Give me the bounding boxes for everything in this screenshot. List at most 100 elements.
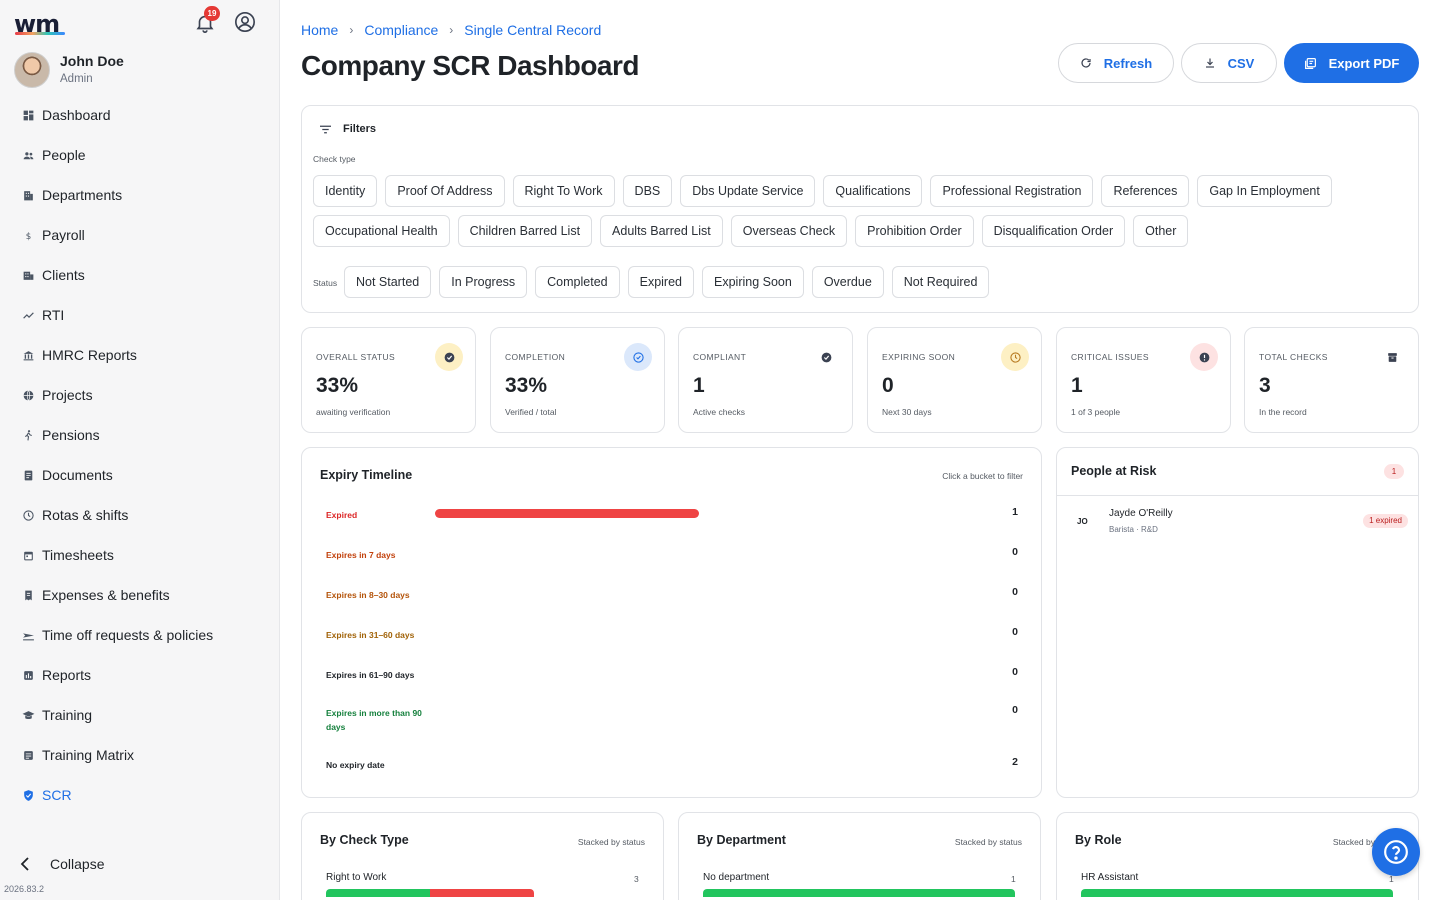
check-circle-icon xyxy=(624,343,652,371)
sidebar-item-hmrc-reports[interactable]: HMRC Reports xyxy=(0,335,279,375)
check-type-chip-references[interactable]: References xyxy=(1101,175,1190,207)
expiry-bucket[interactable]: Expires in 8–30 days 0 xyxy=(326,586,1018,618)
breakdown-row-label[interactable]: No department xyxy=(703,872,770,883)
sidebar-item-training[interactable]: Training xyxy=(0,695,279,735)
stat-card-compliant[interactable]: COMPLIANT 1 Active checks xyxy=(678,327,853,433)
account-icon[interactable] xyxy=(234,11,256,33)
status-chip-not-started[interactable]: Not Started xyxy=(344,266,432,298)
breakdown-hint: Stacked by status xyxy=(577,837,645,847)
breadcrumb-home[interactable]: Home xyxy=(301,22,339,38)
breakdown-row-label[interactable]: HR Assistant xyxy=(1081,872,1139,883)
sidebar-item-scr[interactable]: SCR xyxy=(0,775,279,815)
sidebar-item-time-off-requests-policies[interactable]: Time off requests & policies xyxy=(0,615,279,655)
check-type-chip-disqualification-order[interactable]: Disqualification Order xyxy=(981,215,1126,247)
archive-icon xyxy=(1378,343,1406,371)
sidebar-item-people[interactable]: People xyxy=(0,135,279,175)
breakdown-title: By Check Type xyxy=(320,833,409,847)
breakdown-title: By Role xyxy=(1075,833,1122,847)
user-role: Admin xyxy=(60,73,93,85)
app-version: 2026.83.2 xyxy=(4,884,45,894)
stacked-bar[interactable] xyxy=(703,889,1015,897)
status-chip-completed[interactable]: Completed xyxy=(535,266,620,298)
help-button[interactable] xyxy=(1372,828,1420,876)
status-chip-in-progress[interactable]: In Progress xyxy=(439,266,528,298)
breakdown-row-count: 1 xyxy=(1011,874,1016,884)
status-chip-expired[interactable]: Expired xyxy=(627,266,694,298)
expiry-bucket[interactable]: Expires in 7 days 0 xyxy=(326,546,1018,578)
sidebar-item-label: Projects xyxy=(42,387,93,403)
check-type-label: Check type xyxy=(313,154,356,164)
check-type-chip-other[interactable]: Other xyxy=(1133,215,1189,247)
stacked-bar[interactable] xyxy=(326,889,534,897)
stat-label: COMPLETION xyxy=(505,352,566,362)
check-type-chip-proof-of-address[interactable]: Proof Of Address xyxy=(385,175,505,207)
sidebar-item-label: People xyxy=(42,147,86,163)
refresh-label: Refresh xyxy=(1103,55,1153,71)
sidebar-item-projects[interactable]: Projects xyxy=(0,375,279,415)
check-type-chip-gap-in-employment[interactable]: Gap In Employment xyxy=(1197,175,1332,207)
refresh-button[interactable]: Refresh xyxy=(1058,43,1174,83)
sidebar-item-rti[interactable]: RTI xyxy=(0,295,279,335)
bucket-bar xyxy=(435,509,699,518)
expiry-bucket[interactable]: No expiry date 2 xyxy=(326,756,1018,788)
check-type-chip-prohibition-order[interactable]: Prohibition Order xyxy=(855,215,974,247)
breakdown-row-label[interactable]: Right to Work xyxy=(326,872,387,883)
check-type-chip-professional-registration[interactable]: Professional Registration xyxy=(930,175,1094,207)
status-chip-expiring-soon[interactable]: Expiring Soon xyxy=(702,266,804,298)
export-pdf-button[interactable]: Export PDF xyxy=(1284,43,1419,83)
check-type-chip-right-to-work[interactable]: Right To Work xyxy=(512,175,615,207)
check-badge-icon xyxy=(435,343,463,371)
building-icon xyxy=(20,187,36,203)
status-chip-overdue[interactable]: Overdue xyxy=(811,266,884,298)
sidebar-item-expenses-benefits[interactable]: Expenses & benefits xyxy=(0,575,279,615)
stat-card-expiring-soon[interactable]: EXPIRING SOON 0 Next 30 days xyxy=(867,327,1042,433)
bucket-label: No expiry date xyxy=(326,760,385,770)
stat-card-critical-issues[interactable]: CRITICAL ISSUES 1 1 of 3 people xyxy=(1056,327,1231,433)
csv-button[interactable]: CSV xyxy=(1181,43,1277,83)
expiry-bucket[interactable]: Expires in 61–90 days 0 xyxy=(326,666,1018,698)
stat-value: 0 xyxy=(882,374,894,397)
stat-card-overall-status[interactable]: OVERALL STATUS 33% awaiting verification xyxy=(301,327,476,433)
sidebar-item-rotas-shifts[interactable]: Rotas & shifts xyxy=(0,495,279,535)
filters-title: Filters xyxy=(343,123,377,135)
sidebar-item-departments[interactable]: Departments xyxy=(0,175,279,215)
sidebar-item-reports[interactable]: Reports xyxy=(0,655,279,695)
check-type-chip-overseas-check[interactable]: Overseas Check xyxy=(730,215,848,247)
stacked-bar[interactable] xyxy=(1081,889,1393,897)
stat-card-completion[interactable]: COMPLETION 33% Verified / total xyxy=(490,327,665,433)
avatar[interactable] xyxy=(14,52,50,88)
check-type-chip-adults-barred-list[interactable]: Adults Barred List xyxy=(600,215,723,247)
expiry-bucket[interactable]: Expires in 31–60 days 0 xyxy=(326,626,1018,658)
sidebar-item-timesheets[interactable]: Timesheets xyxy=(0,535,279,575)
sidebar-item-documents[interactable]: Documents xyxy=(0,455,279,495)
sidebar-item-dashboard[interactable]: Dashboard xyxy=(0,95,279,135)
breadcrumb-current[interactable]: Single Central Record xyxy=(464,22,602,38)
expiry-bucket[interactable]: Expired 1 xyxy=(326,506,1018,538)
sidebar-item-label: Timesheets xyxy=(42,547,114,563)
check-type-chip-dbs-update-service[interactable]: Dbs Update Service xyxy=(680,175,816,207)
status-chip-not-required[interactable]: Not Required xyxy=(891,266,990,298)
sidebar-item-pensions[interactable]: Pensions xyxy=(0,415,279,455)
sidebar-item-label: Training xyxy=(42,707,93,723)
stat-label: OVERALL STATUS xyxy=(316,352,396,362)
expiry-bucket[interactable]: Expires in more than 90 days 0 xyxy=(326,704,1018,736)
sidebar-item-clients[interactable]: Clients xyxy=(0,255,279,295)
expiry-timeline-card: Expiry Timeline Click a bucket to filter… xyxy=(301,447,1042,798)
collapse-button[interactable]: Collapse xyxy=(20,856,104,872)
bucket-count: 0 xyxy=(1012,546,1018,558)
check-type-chip-occupational-health[interactable]: Occupational Health xyxy=(313,215,450,247)
sidebar-item-payroll[interactable]: $ Payroll xyxy=(0,215,279,255)
stat-card-total-checks[interactable]: TOTAL CHECKS 3 In the record xyxy=(1244,327,1419,433)
sidebar-item-training-matrix[interactable]: Training Matrix xyxy=(0,735,279,775)
filters-header: Filters xyxy=(320,123,376,135)
check-type-chip-children-barred-list[interactable]: Children Barred List xyxy=(457,215,593,247)
check-type-chip-identity[interactable]: Identity xyxy=(313,175,378,207)
stat-subtext: Active checks xyxy=(693,407,745,417)
sidebar-item-label: Rotas & shifts xyxy=(42,507,129,523)
check-type-chip-dbs[interactable]: DBS xyxy=(622,175,673,207)
check-type-chip-qualifications[interactable]: Qualifications xyxy=(823,175,923,207)
stacked-bar-segment xyxy=(1081,889,1393,897)
breakdown-card-by-check-type: By Check Type Stacked by status Right to W… xyxy=(301,812,664,900)
breadcrumb-compliance[interactable]: Compliance xyxy=(364,22,439,38)
stat-subtext: In the record xyxy=(1259,407,1307,417)
